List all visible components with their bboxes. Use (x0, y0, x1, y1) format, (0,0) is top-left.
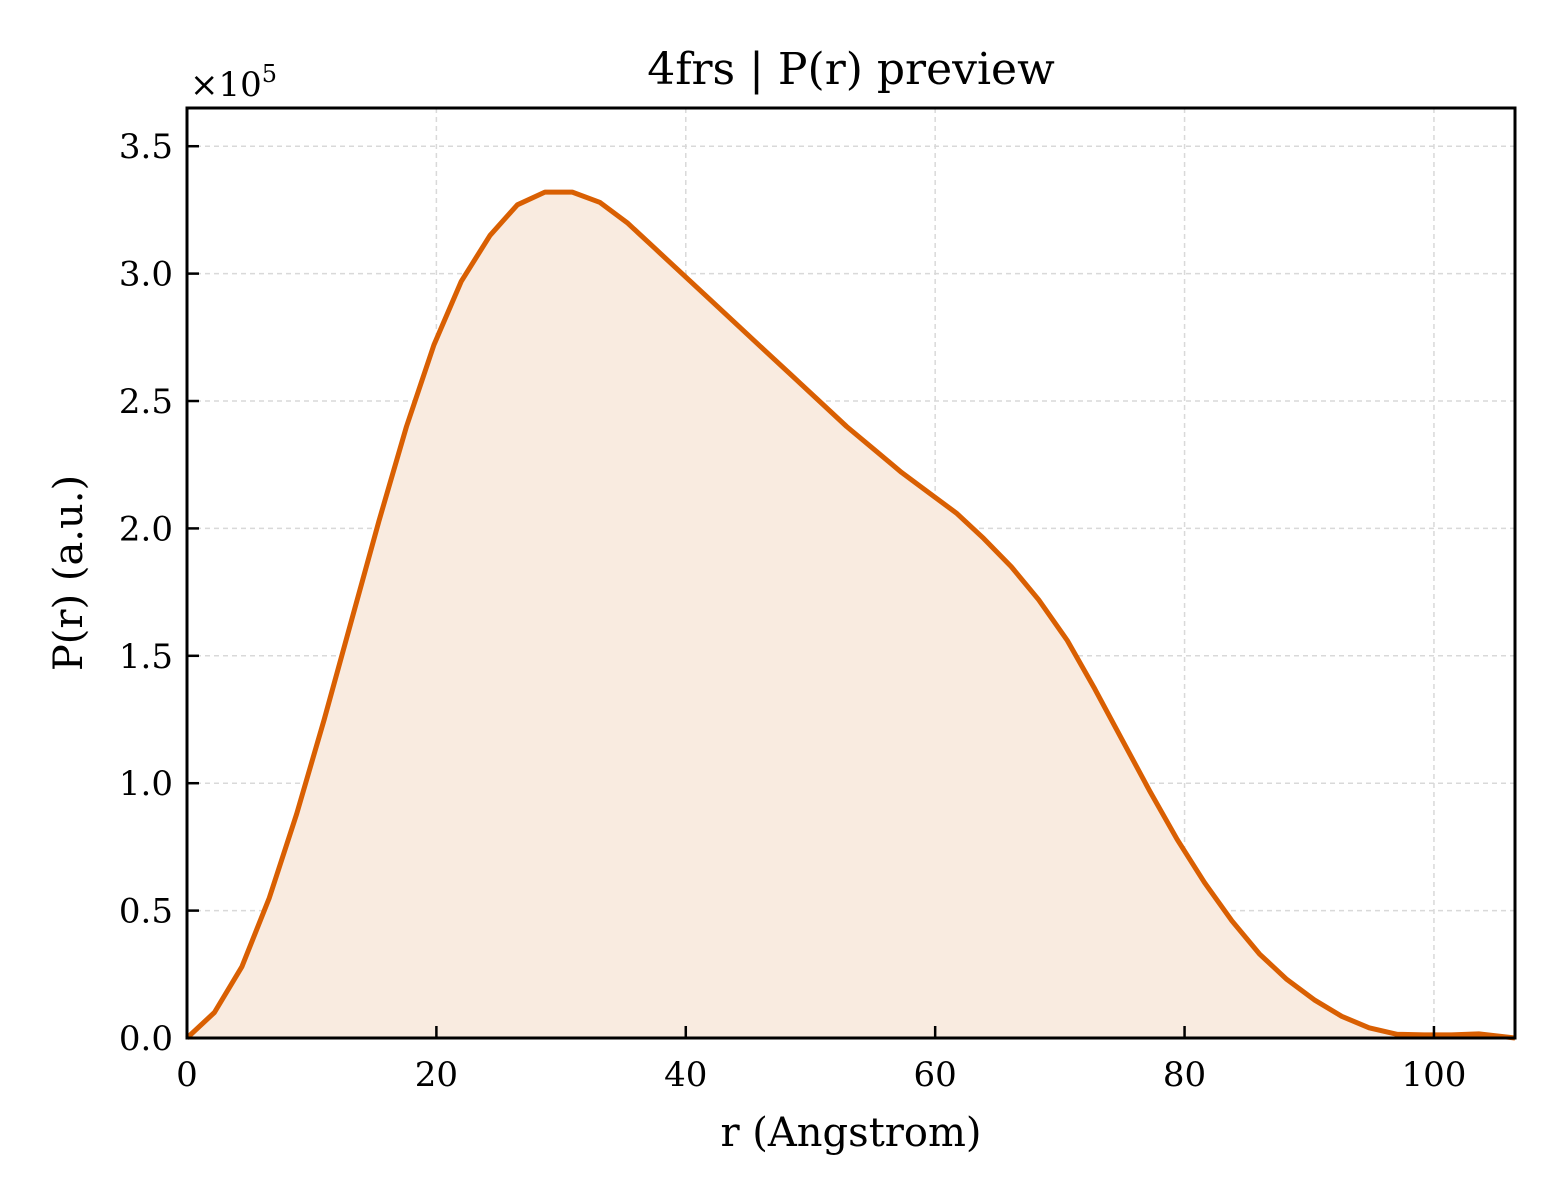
x-tick-label: 40 (664, 1055, 707, 1095)
y-tick-label: 2.0 (119, 509, 173, 549)
pr-area-fill (187, 192, 1515, 1039)
x-ticks: 0 20 40 60 80 100 (176, 1026, 1466, 1095)
y-tick-label: 0.0 (119, 1019, 173, 1059)
y-offset-label: ×105 (190, 60, 277, 105)
x-tick-label: 60 (914, 1055, 957, 1095)
x-tick-label: 0 (176, 1055, 198, 1095)
y-tick-label: 3.0 (119, 255, 173, 295)
y-offset-exponent: 5 (262, 60, 277, 88)
chart-title: 4frs | P(r) preview (647, 44, 1055, 95)
y-tick-label: 3.5 (119, 127, 173, 167)
y-offset-base: ×10 (190, 65, 262, 105)
x-tick-label: 100 (1401, 1055, 1466, 1095)
x-axis-label: r (Angstrom) (720, 1110, 981, 1156)
y-axis-label: P(r) (a.u.) (46, 475, 92, 671)
y-ticks: 0.0 0.5 1.0 1.5 2.0 2.5 3.0 3.5 (119, 127, 199, 1059)
x-tick-label: 20 (415, 1055, 458, 1095)
y-tick-label: 2.5 (119, 382, 173, 422)
x-tick-label: 80 (1163, 1055, 1206, 1095)
y-tick-label: 1.0 (119, 764, 173, 804)
y-tick-label: 1.5 (119, 637, 173, 677)
y-tick-label: 0.5 (119, 892, 173, 932)
pr-curve-line (185, 189, 1516, 1041)
plot-frame (185, 106, 1517, 1040)
